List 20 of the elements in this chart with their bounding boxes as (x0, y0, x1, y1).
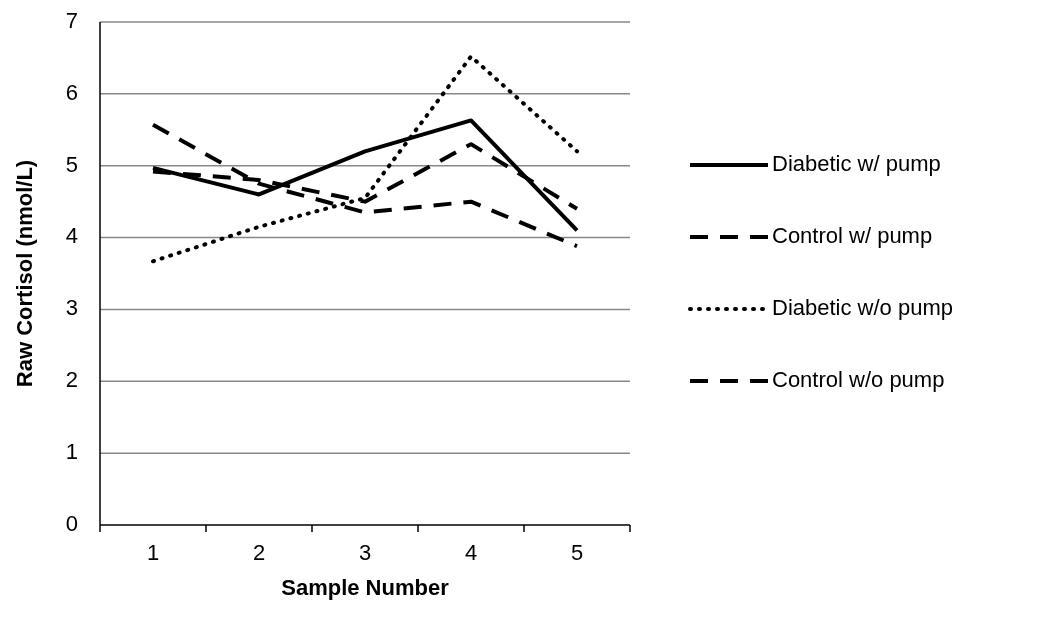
legend-label: Control w/ pump (772, 222, 933, 248)
y-tick-label: 6 (65, 79, 78, 105)
y-tick-label: 2 (65, 367, 78, 393)
x-axis-title: Sample Number (281, 575, 450, 600)
x-tick-label: 2 (252, 540, 266, 565)
legend-label: Diabetic w/o pump (772, 294, 953, 320)
y-axis-title: Raw Cortisol (nmol/L) (12, 159, 37, 388)
y-tick-label: 5 (65, 151, 78, 177)
legend-label: Diabetic w/ pump (772, 150, 941, 176)
legend-label: Control w/o pump (772, 366, 945, 392)
y-tick-label: 3 (65, 295, 78, 321)
line-series (151, 54, 579, 264)
y-tick-label: 4 (65, 223, 78, 249)
x-tick-label: 4 (464, 540, 478, 565)
x-tick-label: 3 (358, 540, 372, 565)
y-tick-label: 7 (65, 7, 78, 33)
x-tick-label: 5 (570, 540, 584, 565)
y-tick-label: 0 (65, 510, 78, 536)
x-tick-label: 1 (146, 540, 160, 565)
y-tick-label: 1 (65, 438, 78, 464)
